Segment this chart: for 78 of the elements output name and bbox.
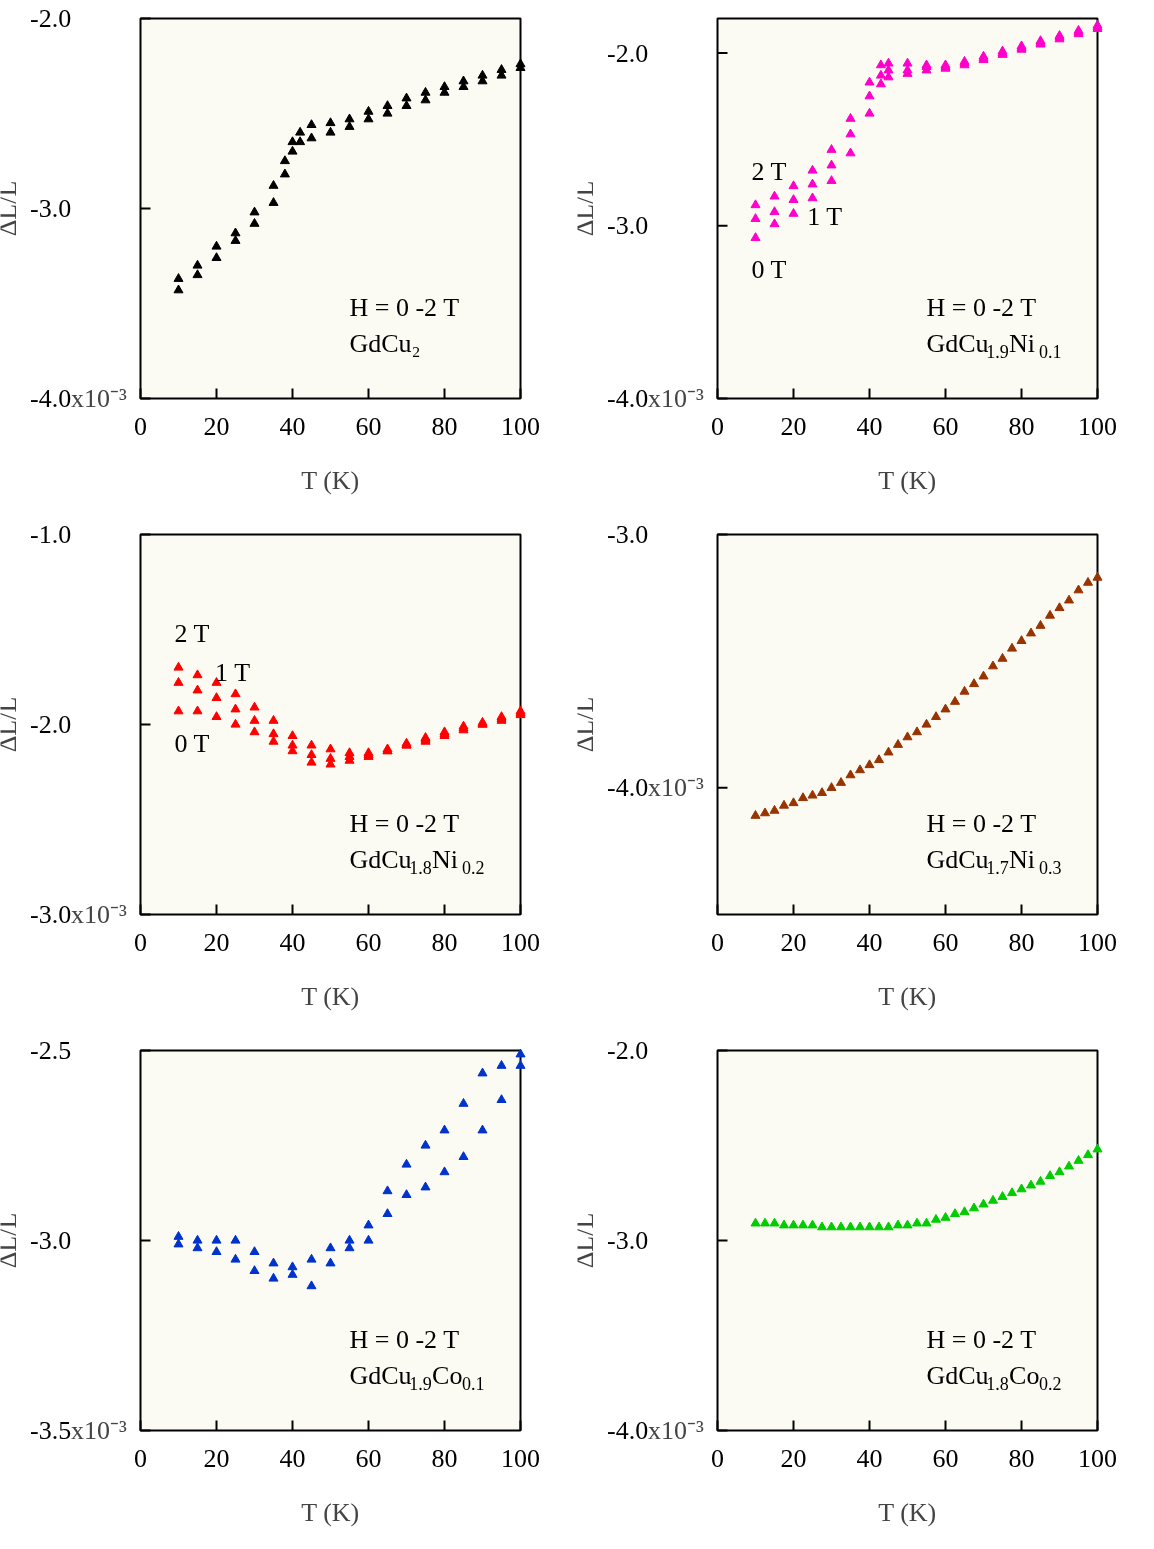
text: x10⁻³: [71, 384, 128, 413]
x-tick-label: 60: [355, 928, 382, 957]
x-tick-label: 100: [501, 1444, 540, 1473]
x-tick-label: 40: [856, 1444, 883, 1473]
y-tick-label: -2.0: [606, 1036, 649, 1065]
x-axis-title: T (K): [301, 1498, 360, 1527]
x-tick-label: 20: [780, 412, 807, 441]
y-tick-label: -3.0: [606, 1226, 649, 1255]
x-tick-label: 60: [932, 928, 959, 957]
annotation: H = 0 -2 T: [926, 1324, 1037, 1354]
annotation: 0 T: [174, 728, 210, 758]
y-tick-label: -4.0: [606, 773, 649, 803]
x-tick-label: 60: [932, 412, 959, 441]
y-tick-label: -3.0: [606, 211, 649, 241]
text: x10⁻³: [648, 773, 705, 803]
text: x10⁻³: [648, 384, 705, 413]
x-tick-label: 80: [431, 412, 458, 441]
x-tick-label: 100: [1078, 928, 1117, 957]
text: x10⁻³: [71, 1416, 128, 1445]
x-tick-label: 20: [203, 928, 230, 957]
annotation: 1 T: [807, 202, 843, 232]
annotation: H = 0 -2 T: [349, 292, 460, 322]
annotation: 2 T: [174, 619, 210, 648]
x-tick-label: 20: [203, 1444, 230, 1473]
x-tick-label: 0: [711, 412, 724, 441]
x-tick-label: 100: [501, 412, 540, 441]
x-tick-label: 40: [856, 412, 883, 441]
y-tick-label: -2.0: [606, 38, 649, 68]
annotation: H = 0 -2 T: [926, 808, 1037, 838]
x-tick-label: 60: [355, 1444, 382, 1473]
y-tick-label: -4.0: [29, 384, 72, 413]
x-tick-label: 80: [431, 1444, 458, 1473]
y-tick-label: -2.5: [29, 1036, 72, 1065]
y-tick-label: -3.0: [29, 194, 72, 223]
x-tick-label: 0: [134, 1444, 147, 1473]
annotation: H = 0 -2 T: [349, 1324, 460, 1354]
x-tick-label: 100: [501, 928, 540, 957]
x-tick-label: 80: [1008, 412, 1035, 441]
text: x10⁻³: [648, 1416, 705, 1445]
x-tick-label: 20: [203, 412, 230, 441]
x-tick-label: 60: [355, 412, 382, 441]
x-axis-title: T (K): [878, 466, 937, 495]
y-tick-label: -3.0: [29, 900, 72, 929]
x-tick-label: 100: [1078, 412, 1117, 441]
x-tick-label: 40: [279, 1444, 306, 1473]
x-tick-label: 20: [780, 928, 807, 957]
y-tick-label: -3.0: [606, 520, 649, 549]
x-tick-label: 100: [1078, 1444, 1117, 1473]
x-tick-label: 80: [431, 928, 458, 957]
y-tick-label: -3.0: [29, 1226, 72, 1255]
x-axis-title: T (K): [301, 466, 360, 495]
x-tick-label: 0: [134, 412, 147, 441]
text: x10⁻³: [71, 900, 128, 929]
x-tick-label: 40: [279, 412, 306, 441]
y-tick-label: -4.0: [606, 1416, 649, 1445]
x-tick-label: 0: [711, 1444, 724, 1473]
x-tick-label: 20: [780, 1444, 807, 1473]
y-tick-label: -2.0: [29, 4, 72, 33]
x-tick-label: 60: [932, 1444, 959, 1473]
x-tick-label: 80: [1008, 928, 1035, 957]
x-tick-label: 0: [134, 928, 147, 957]
x-tick-label: 80: [1008, 1444, 1035, 1473]
annotation: 2 T: [751, 156, 787, 186]
x-tick-label: 40: [856, 928, 883, 957]
x-axis-title: T (K): [301, 982, 360, 1011]
annotation: 0 T: [751, 255, 787, 285]
y-tick-label: -1.0: [29, 520, 72, 549]
y-tick-label: -2.0: [29, 710, 72, 739]
annotation: H = 0 -2 T: [349, 808, 460, 838]
annotation: H = 0 -2 T: [926, 292, 1037, 322]
y-tick-label: -4.0: [606, 384, 649, 413]
x-axis-title: T (K): [878, 982, 937, 1011]
x-axis-title: T (K): [878, 1498, 937, 1527]
x-tick-label: 0: [711, 928, 724, 957]
annotation: 1 T: [215, 657, 251, 687]
annotation: GdCu₂: [349, 328, 421, 358]
x-tick-label: 40: [279, 928, 306, 957]
y-tick-label: -3.5: [29, 1416, 72, 1445]
